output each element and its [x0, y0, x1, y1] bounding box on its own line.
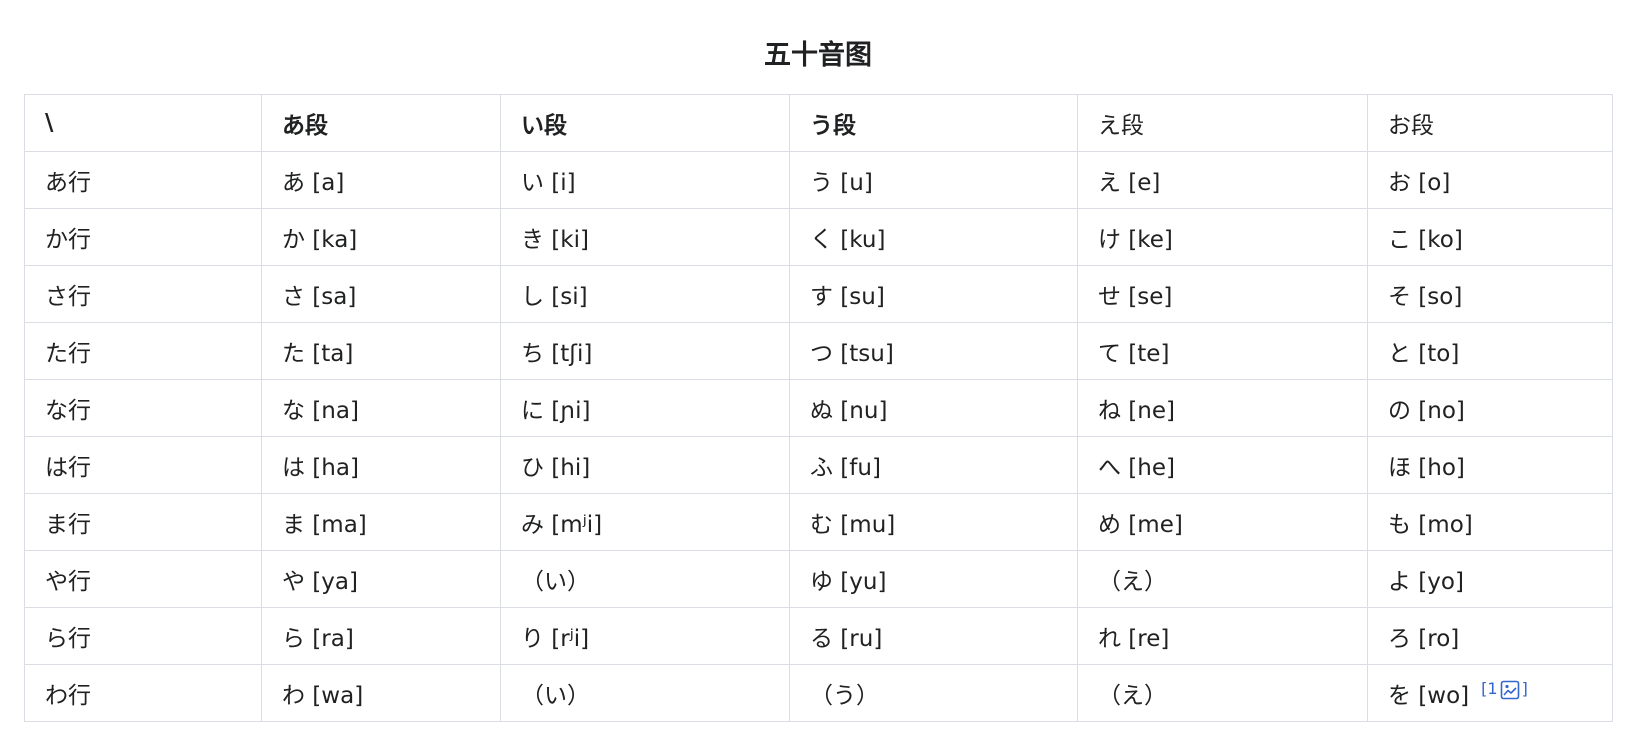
- table-cell: き [ki]: [501, 209, 790, 266]
- gojuon-table: \ あ段 い段 う段 え段 お段 あ行 あ [a] い [i] う [u] え …: [24, 94, 1613, 722]
- table-cell: は [ha]: [262, 437, 501, 494]
- table-cell: よ [yo]: [1368, 551, 1613, 608]
- table-row: た行 た [ta] ち [tʃi] つ [tsu] て [te] と [to]: [25, 323, 1613, 380]
- table-cell: わ [wa]: [262, 665, 501, 722]
- header-i-column: い段: [501, 95, 790, 152]
- table-cell: ろ [ro]: [1368, 608, 1613, 665]
- header-o-column: お段: [1368, 95, 1613, 152]
- row-label: な行: [25, 380, 262, 437]
- table-row: か行 か [ka] き [ki] く [ku] け [ke] こ [ko]: [25, 209, 1613, 266]
- table-cell: や [ya]: [262, 551, 501, 608]
- table-cell: （い）: [501, 665, 790, 722]
- table-row: は行 は [ha] ひ [hi] ふ [fu] へ [he] ほ [ho]: [25, 437, 1613, 494]
- table-cell: う [u]: [790, 152, 1078, 209]
- row-label: ら行: [25, 608, 262, 665]
- table-cell: い [i]: [501, 152, 790, 209]
- row-label: さ行: [25, 266, 262, 323]
- table-row: さ行 さ [sa] し [si] す [su] せ [se] そ [so]: [25, 266, 1613, 323]
- row-label: は行: [25, 437, 262, 494]
- row-label: ま行: [25, 494, 262, 551]
- table-cell: ひ [hi]: [501, 437, 790, 494]
- table-row: あ行 あ [a] い [i] う [u] え [e] お [o]: [25, 152, 1613, 209]
- table-cell: ふ [fu]: [790, 437, 1078, 494]
- table-cell: の [no]: [1368, 380, 1613, 437]
- image-chart-icon: [1500, 680, 1520, 700]
- table-cell: か [ka]: [262, 209, 501, 266]
- table-cell: す [su]: [790, 266, 1078, 323]
- table-cell: ち [tʃi]: [501, 323, 790, 380]
- table-row: な行 な [na] に [ɲi] ぬ [nu] ね [ne] の [no]: [25, 380, 1613, 437]
- table-cell: ほ [ho]: [1368, 437, 1613, 494]
- reference-open: [1: [1481, 679, 1497, 698]
- table-row: わ行 わ [wa] （い） （う） （え） を [wo] [1]: [25, 665, 1613, 722]
- table-cell: る [ru]: [790, 608, 1078, 665]
- table-cell: て [te]: [1078, 323, 1368, 380]
- table-caption: 五十音图: [24, 40, 1612, 72]
- table-row: や行 や [ya] （い） ゆ [yu] （え） よ [yo]: [25, 551, 1613, 608]
- table-cell: そ [so]: [1368, 266, 1613, 323]
- header-row: \ あ段 い段 う段 え段 お段: [25, 95, 1613, 152]
- table-cell: し [si]: [501, 266, 790, 323]
- table-cell: ら [ra]: [262, 608, 501, 665]
- table-cell: ぬ [nu]: [790, 380, 1078, 437]
- table-cell: と [to]: [1368, 323, 1613, 380]
- table-cell: え [e]: [1078, 152, 1368, 209]
- row-label: か行: [25, 209, 262, 266]
- table-cell: に [ɲi]: [501, 380, 790, 437]
- header-a-column: あ段: [262, 95, 501, 152]
- table-cell: り [rʲi]: [501, 608, 790, 665]
- table-cell: へ [he]: [1078, 437, 1368, 494]
- table-cell: つ [tsu]: [790, 323, 1078, 380]
- table-cell: を [wo] [1]: [1368, 665, 1613, 722]
- table-cell: さ [sa]: [262, 266, 501, 323]
- reference-link[interactable]: [1]: [1481, 679, 1528, 698]
- table-cell: （え）: [1078, 665, 1368, 722]
- table-cell: む [mu]: [790, 494, 1078, 551]
- table-cell: せ [se]: [1078, 266, 1368, 323]
- table-cell: こ [ko]: [1368, 209, 1613, 266]
- table-cell: め [me]: [1078, 494, 1368, 551]
- row-label: た行: [25, 323, 262, 380]
- header-corner: \: [25, 95, 262, 152]
- row-label: わ行: [25, 665, 262, 722]
- table-cell: ね [ne]: [1078, 380, 1368, 437]
- row-label: あ行: [25, 152, 262, 209]
- table-cell: け [ke]: [1078, 209, 1368, 266]
- table-cell: ゆ [yu]: [790, 551, 1078, 608]
- table-cell: あ [a]: [262, 152, 501, 209]
- table-cell: （い）: [501, 551, 790, 608]
- table-cell: た [ta]: [262, 323, 501, 380]
- table-cell: ま [ma]: [262, 494, 501, 551]
- table-cell: お [o]: [1368, 152, 1613, 209]
- table-row: ま行 ま [ma] み [mʲi] む [mu] め [me] も [mo]: [25, 494, 1613, 551]
- row-label: や行: [25, 551, 262, 608]
- table-row: ら行 ら [ra] り [rʲi] る [ru] れ [re] ろ [ro]: [25, 608, 1613, 665]
- table-cell: れ [re]: [1078, 608, 1368, 665]
- table-cell: く [ku]: [790, 209, 1078, 266]
- table-cell: な [na]: [262, 380, 501, 437]
- table-cell: （う）: [790, 665, 1078, 722]
- header-u-column: う段: [790, 95, 1078, 152]
- table-cell: も [mo]: [1368, 494, 1613, 551]
- reference-close: ]: [1522, 679, 1528, 698]
- header-e-column: え段: [1078, 95, 1368, 152]
- cell-text: を [wo]: [1388, 683, 1469, 709]
- table-cell: （え）: [1078, 551, 1368, 608]
- table-cell: み [mʲi]: [501, 494, 790, 551]
